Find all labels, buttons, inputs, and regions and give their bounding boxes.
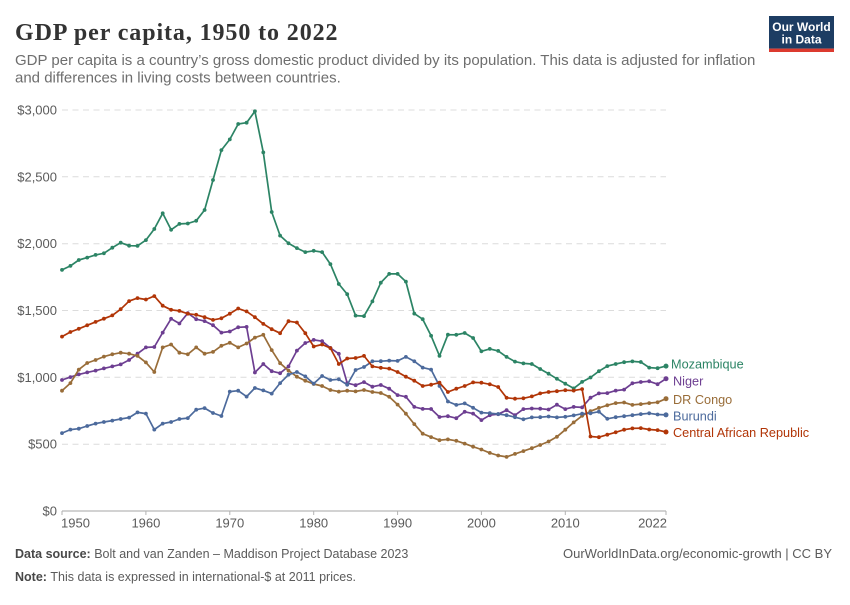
svg-text:Mozambique: Mozambique [671, 358, 744, 372]
svg-text:Data source: Bolt and van Zand: Data source: Bolt and van Zanden – Maddi… [15, 547, 408, 561]
svg-text:Central African Republic: Central African Republic [673, 426, 810, 440]
svg-text:DR Congo: DR Congo [673, 393, 732, 407]
svg-text:$3,000: $3,000 [17, 103, 57, 118]
svg-text:2022: 2022 [638, 516, 667, 531]
svg-text:$2,500: $2,500 [17, 169, 57, 184]
svg-text:1960: 1960 [131, 516, 160, 531]
svg-text:and differences in living cost: and differences in living costs between … [15, 70, 341, 87]
svg-text:Note: This data is expressed i: Note: This data is expressed in internat… [15, 570, 356, 584]
svg-text:OurWorldInData.org/economic-gr: OurWorldInData.org/economic-growth | CC … [563, 546, 832, 561]
svg-text:1950: 1950 [61, 516, 90, 531]
svg-text:2000: 2000 [467, 516, 496, 531]
svg-text:Burundi: Burundi [673, 410, 717, 424]
svg-text:$1,000: $1,000 [17, 370, 57, 385]
svg-text:1990: 1990 [383, 516, 412, 531]
svg-text:GDP per capita, 1950 to 2022: GDP per capita, 1950 to 2022 [15, 20, 338, 46]
svg-text:$0: $0 [43, 504, 57, 519]
svg-text:1980: 1980 [299, 516, 328, 531]
svg-text:GDP per capita is a country’s: GDP per capita is a country’s gross dome… [15, 52, 755, 69]
svg-text:$500: $500 [28, 437, 57, 452]
svg-text:in Data: in Data [781, 33, 821, 47]
svg-text:Our World: Our World [772, 20, 830, 34]
svg-text:Niger: Niger [673, 375, 704, 389]
svg-text:2010: 2010 [551, 516, 580, 531]
svg-text:$2,000: $2,000 [17, 236, 57, 251]
svg-text:$1,500: $1,500 [17, 303, 57, 318]
svg-text:1970: 1970 [215, 516, 244, 531]
